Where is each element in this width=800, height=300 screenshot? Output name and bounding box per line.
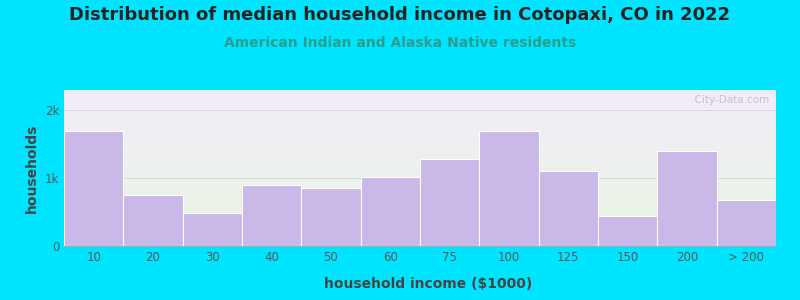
Bar	[598, 216, 658, 246]
Bar	[538, 171, 598, 246]
Bar	[420, 159, 479, 246]
Bar	[302, 188, 361, 246]
Bar	[64, 131, 123, 246]
Y-axis label: households: households	[26, 123, 39, 213]
Text: household income ($1000): household income ($1000)	[324, 277, 532, 291]
Bar	[658, 151, 717, 246]
Bar	[182, 213, 242, 246]
Bar	[479, 131, 538, 246]
Bar	[123, 195, 182, 246]
Bar	[242, 185, 302, 246]
Bar	[361, 177, 420, 246]
Text: Distribution of median household income in Cotopaxi, CO in 2022: Distribution of median household income …	[70, 6, 730, 24]
Text: American Indian and Alaska Native residents: American Indian and Alaska Native reside…	[224, 36, 576, 50]
Bar	[717, 200, 776, 246]
Text: City-Data.com: City-Data.com	[688, 95, 769, 105]
